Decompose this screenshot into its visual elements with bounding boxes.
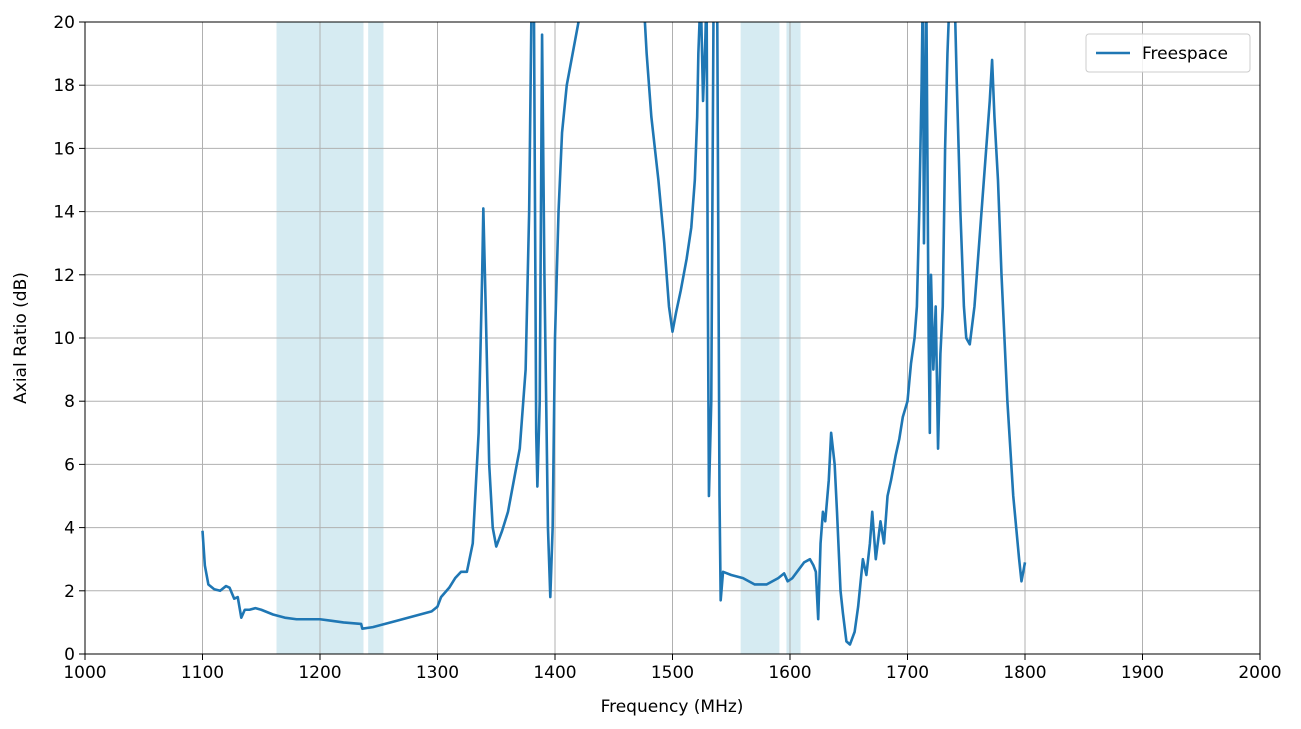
x-tick-label: 1300 [416,663,459,683]
x-tick-label: 1700 [886,663,929,683]
x-tick-label: 1100 [181,663,224,683]
plot-frame [84,21,1261,655]
x-tick-label: 1400 [533,663,576,683]
y-tick-label: 20 [53,13,75,33]
y-tick-label: 0 [64,645,75,665]
x-tick-label: 1900 [1121,663,1164,683]
y-tick-label: 2 [64,582,75,602]
y-tick-label: 8 [64,392,75,412]
y-tick-label: 4 [64,519,75,539]
x-tick-label: 1000 [63,663,106,683]
y-tick-label: 18 [53,76,75,96]
legend-label: Freespace [1142,44,1228,64]
y-tick-label: 16 [53,139,75,159]
y-tick-label: 12 [53,266,75,286]
plot-background [84,21,1261,655]
x-tick-label: 2000 [1238,663,1281,683]
x-tick-label: 1200 [298,663,341,683]
x-tick-label: 1600 [768,663,811,683]
y-tick-label: 14 [53,203,75,223]
data-line [201,22,1027,646]
y-axis-label: Axial Ratio (dB) [11,272,31,404]
legend-box [1085,33,1251,73]
y-tick-label: 6 [64,455,75,475]
x-tick-label: 1800 [1003,663,1046,683]
y-tick-label: 10 [53,329,75,349]
x-axis-label: Frequency (MHz) [601,697,744,717]
x-tick-label: 1500 [651,663,694,683]
